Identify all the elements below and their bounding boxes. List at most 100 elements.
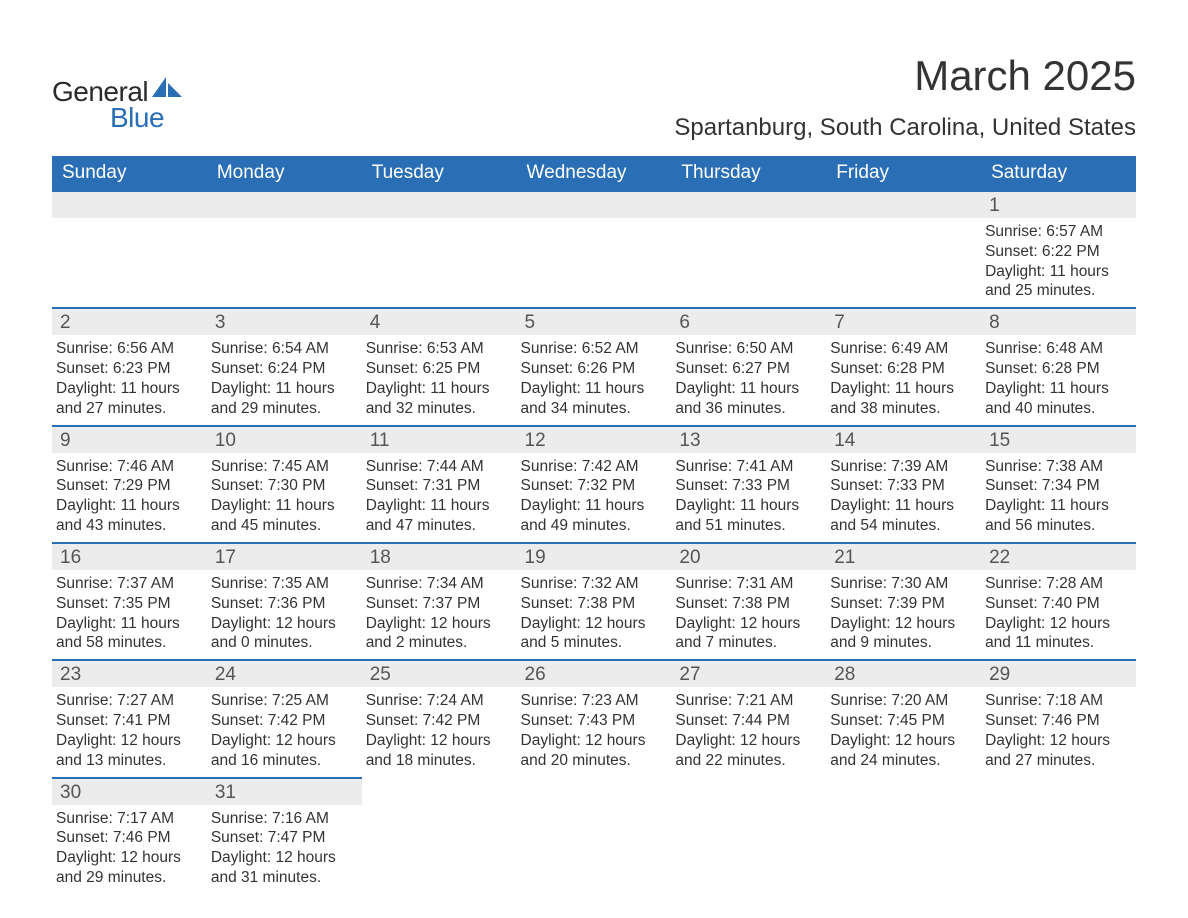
daylight-line: and 51 minutes. [675,516,818,536]
week-row: 1Sunrise: 6:57 AMSunset: 6:22 PMDaylight… [52,191,1136,308]
day-number: 16 [52,544,207,570]
daylight-line: and 5 minutes. [521,633,664,653]
daylight-line: and 32 minutes. [366,399,509,419]
sunrise-line: Sunrise: 7:42 AM [521,457,664,477]
day-cell: 16Sunrise: 7:37 AMSunset: 7:35 PMDayligh… [52,543,207,660]
daylight-line: Daylight: 11 hours [985,496,1128,516]
week-row: 16Sunrise: 7:37 AMSunset: 7:35 PMDayligh… [52,543,1136,660]
day-header: Friday [826,156,981,191]
sunset-line: Sunset: 7:42 PM [211,711,354,731]
sunset-line: Sunset: 7:38 PM [675,594,818,614]
daylight-line: and 13 minutes. [56,751,199,771]
daylight-line: and 16 minutes. [211,751,354,771]
sunset-line: Sunset: 7:29 PM [56,476,199,496]
empty-cell [981,778,1136,894]
sunset-line: Sunset: 6:27 PM [675,359,818,379]
daylight-line: and 25 minutes. [985,281,1128,301]
sunrise-line: Sunrise: 7:41 AM [675,457,818,477]
daylight-line: Daylight: 11 hours [830,379,973,399]
day-cell: 10Sunrise: 7:45 AMSunset: 7:30 PMDayligh… [207,426,362,543]
day-data: Sunrise: 7:25 AMSunset: 7:42 PMDaylight:… [207,687,362,776]
empty-cell [517,191,672,308]
daylight-line: and 49 minutes. [521,516,664,536]
daylight-line: Daylight: 11 hours [985,379,1128,399]
sunrise-line: Sunrise: 6:54 AM [211,339,354,359]
day-cell: 2Sunrise: 6:56 AMSunset: 6:23 PMDaylight… [52,308,207,425]
day-number: 8 [981,309,1136,335]
daylight-line: and 34 minutes. [521,399,664,419]
sunset-line: Sunset: 7:32 PM [521,476,664,496]
day-data: Sunrise: 7:44 AMSunset: 7:31 PMDaylight:… [362,453,517,542]
day-data: Sunrise: 7:21 AMSunset: 7:44 PMDaylight:… [671,687,826,776]
sunset-line: Sunset: 7:46 PM [56,828,199,848]
day-data: Sunrise: 7:42 AMSunset: 7:32 PMDaylight:… [517,453,672,542]
daylight-line: Daylight: 12 hours [366,731,509,751]
day-cell: 7Sunrise: 6:49 AMSunset: 6:28 PMDaylight… [826,308,981,425]
sunrise-line: Sunrise: 6:56 AM [56,339,199,359]
day-header-row: SundayMondayTuesdayWednesdayThursdayFrid… [52,156,1136,191]
day-header: Tuesday [362,156,517,191]
day-number: 6 [671,309,826,335]
daylight-line: Daylight: 11 hours [211,379,354,399]
daylight-line: Daylight: 11 hours [56,496,199,516]
day-number: 31 [207,779,362,805]
empty-cell [362,191,517,308]
day-data: Sunrise: 7:23 AMSunset: 7:43 PMDaylight:… [517,687,672,776]
sunset-line: Sunset: 7:31 PM [366,476,509,496]
day-number: 7 [826,309,981,335]
sunset-line: Sunset: 7:37 PM [366,594,509,614]
daylight-line: and 56 minutes. [985,516,1128,536]
day-number: 23 [52,661,207,687]
daylight-line: and 45 minutes. [211,516,354,536]
sunrise-line: Sunrise: 7:45 AM [211,457,354,477]
daylight-line: and 31 minutes. [211,868,354,888]
brand-logo: General Blue [52,76,182,134]
sunrise-line: Sunrise: 7:38 AM [985,457,1128,477]
day-data: Sunrise: 6:50 AMSunset: 6:27 PMDaylight:… [671,335,826,424]
daylight-line: Daylight: 12 hours [56,731,199,751]
day-cell: 11Sunrise: 7:44 AMSunset: 7:31 PMDayligh… [362,426,517,543]
day-cell: 3Sunrise: 6:54 AMSunset: 6:24 PMDaylight… [207,308,362,425]
daylight-line: and 18 minutes. [366,751,509,771]
day-number: 14 [826,427,981,453]
day-data: Sunrise: 7:38 AMSunset: 7:34 PMDaylight:… [981,453,1136,542]
location-subtitle: Spartanburg, South Carolina, United Stat… [674,114,1136,142]
sunrise-line: Sunrise: 7:31 AM [675,574,818,594]
sunset-line: Sunset: 7:33 PM [830,476,973,496]
day-number: 28 [826,661,981,687]
day-number: 11 [362,427,517,453]
day-number: 26 [517,661,672,687]
sunrise-line: Sunrise: 6:57 AM [985,222,1128,242]
daylight-line: Daylight: 11 hours [56,614,199,634]
sunset-line: Sunset: 6:28 PM [830,359,973,379]
daylight-line: and 20 minutes. [521,751,664,771]
day-data: Sunrise: 7:17 AMSunset: 7:46 PMDaylight:… [52,805,207,894]
sunrise-line: Sunrise: 7:28 AM [985,574,1128,594]
day-cell: 17Sunrise: 7:35 AMSunset: 7:36 PMDayligh… [207,543,362,660]
sunset-line: Sunset: 6:23 PM [56,359,199,379]
day-cell: 23Sunrise: 7:27 AMSunset: 7:41 PMDayligh… [52,660,207,777]
day-number: 1 [981,192,1136,218]
calendar-table: SundayMondayTuesdayWednesdayThursdayFrid… [52,156,1136,894]
day-cell: 15Sunrise: 7:38 AMSunset: 7:34 PMDayligh… [981,426,1136,543]
month-title: March 2025 [674,52,1136,100]
daylight-line: Daylight: 12 hours [366,614,509,634]
daylight-line: and 47 minutes. [366,516,509,536]
daylight-line: and 43 minutes. [56,516,199,536]
day-cell: 21Sunrise: 7:30 AMSunset: 7:39 PMDayligh… [826,543,981,660]
sunrise-line: Sunrise: 6:48 AM [985,339,1128,359]
sunset-line: Sunset: 7:46 PM [985,711,1128,731]
day-number: 15 [981,427,1136,453]
day-number: 10 [207,427,362,453]
sunset-line: Sunset: 7:38 PM [521,594,664,614]
day-cell: 1Sunrise: 6:57 AMSunset: 6:22 PMDaylight… [981,191,1136,308]
sunrise-line: Sunrise: 7:32 AM [521,574,664,594]
sunrise-line: Sunrise: 7:20 AM [830,691,973,711]
daylight-line: Daylight: 12 hours [211,848,354,868]
empty-cell [517,778,672,894]
daylight-line: and 0 minutes. [211,633,354,653]
daylight-line: Daylight: 11 hours [521,496,664,516]
sunrise-line: Sunrise: 7:23 AM [521,691,664,711]
week-row: 30Sunrise: 7:17 AMSunset: 7:46 PMDayligh… [52,778,1136,894]
daylight-line: Daylight: 12 hours [985,614,1128,634]
